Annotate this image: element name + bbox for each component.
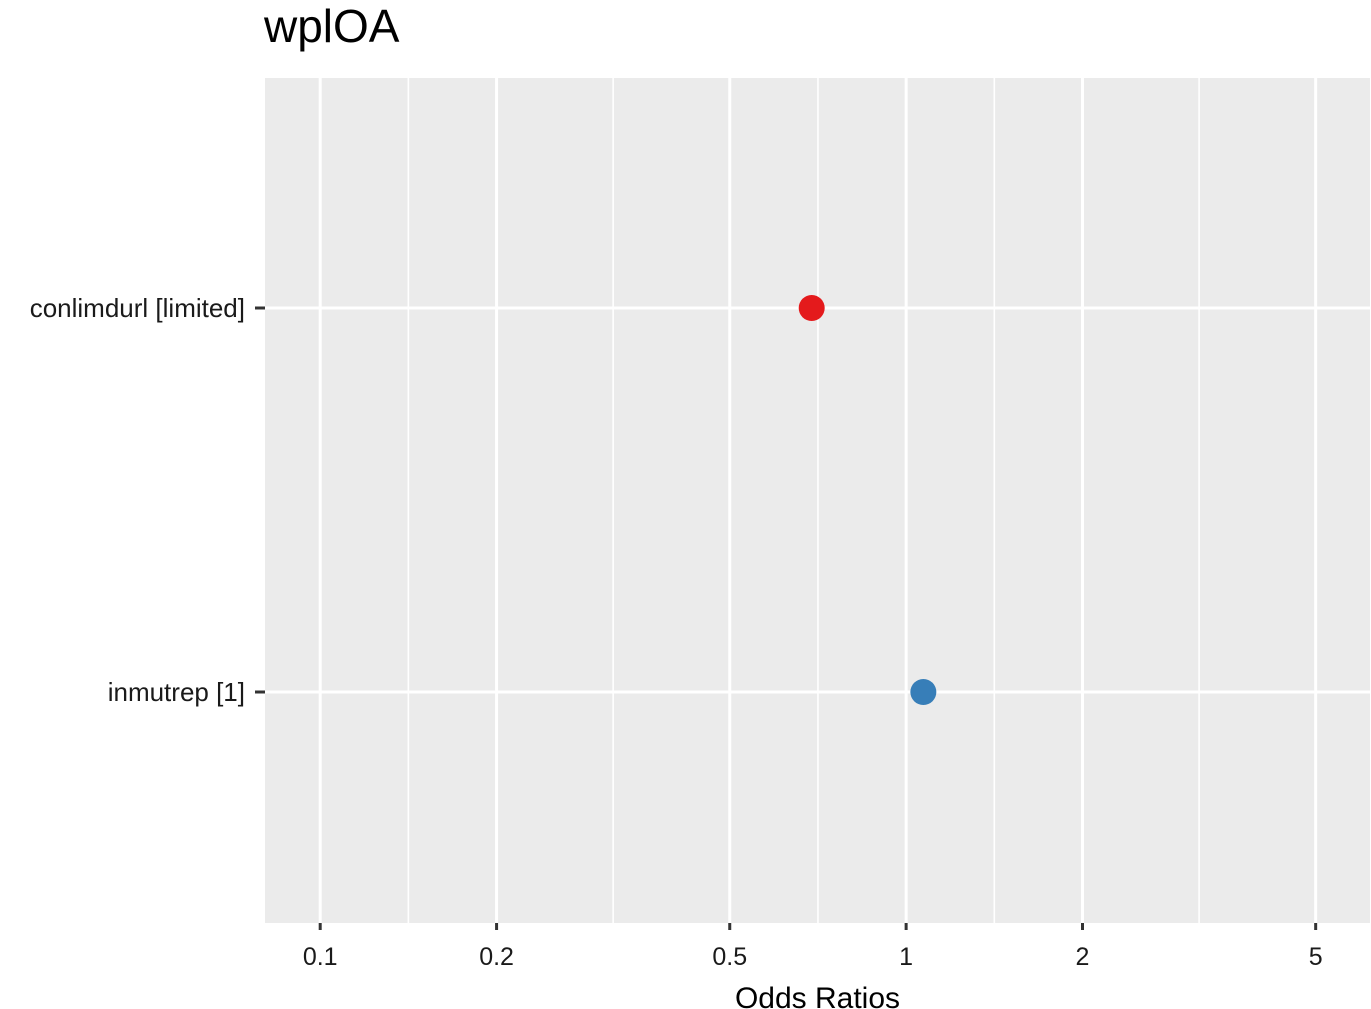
x-tick-label: 0.5 bbox=[712, 943, 747, 971]
x-axis: 0.1 0.2 0.5 1 2 5 bbox=[303, 923, 1323, 971]
data-point bbox=[910, 679, 937, 705]
chart-title: wplOA bbox=[263, 0, 400, 52]
x-tick-label: 0.2 bbox=[479, 943, 514, 971]
major-gridlines bbox=[318, 78, 1318, 923]
data-points bbox=[798, 295, 937, 705]
x-tick-label: 0.1 bbox=[303, 943, 338, 971]
data-point bbox=[798, 295, 825, 321]
x-axis-label: Odds Ratios bbox=[735, 982, 900, 1009]
x-tick-label: 5 bbox=[1309, 943, 1323, 971]
y-tick-label: conlimdurl [limited] bbox=[30, 293, 245, 323]
minor-gridlines bbox=[407, 78, 1200, 923]
y-axis: conlimdurl [limited] inmutrep [1] bbox=[30, 293, 265, 707]
x-tick-label: 1 bbox=[899, 943, 913, 971]
y-tick-label: inmutrep [1] bbox=[108, 677, 245, 707]
x-tick-label: 2 bbox=[1076, 943, 1090, 971]
